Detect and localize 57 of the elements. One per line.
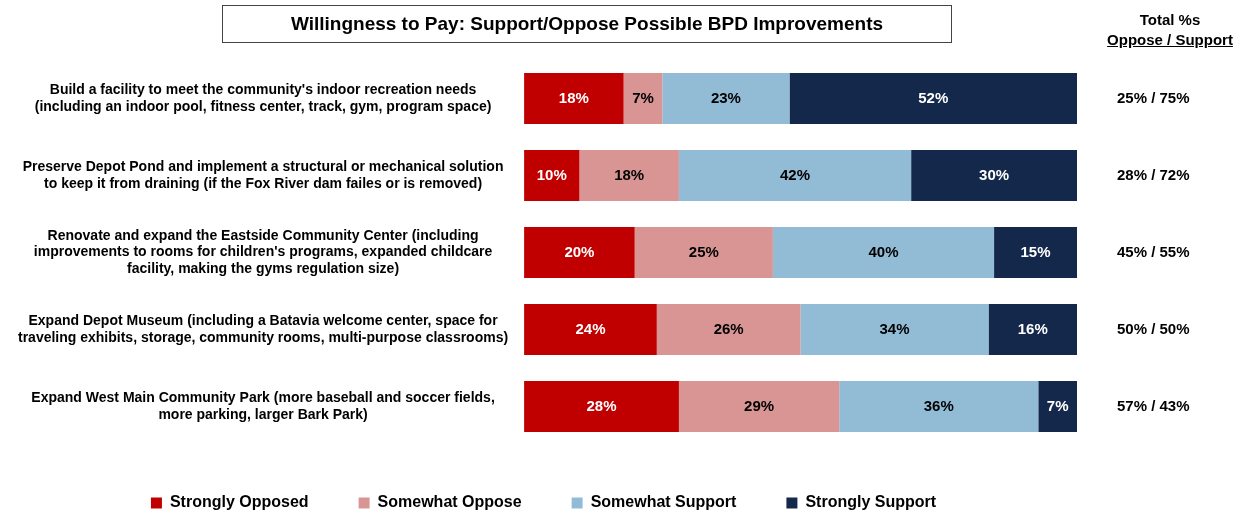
legend-label: Somewhat Oppose [377,493,522,511]
data-label: 7% [1046,396,1069,414]
bar [789,73,1077,124]
data-label: 7% [632,88,654,106]
bar [911,150,1077,201]
data-label: 30% [979,165,1010,183]
data-label: 42% [780,165,811,183]
y-tick-label: Expand West Main Community Park (more baseball and soccer fields, more parking, larger Bark Park) [31,388,495,422]
data-label: 34% [879,319,910,337]
y-tick-label: Expand Depot Museum (including a Batavia welcome center, space for traveling exhibits, storage, community rooms, multi-purpose classrooms) [18,311,509,345]
data-label: 23% [710,88,741,106]
bar [524,73,624,124]
bar [524,227,635,278]
bar [678,150,912,201]
data-label: 26% [713,319,744,337]
total-label: 50% / 50% [1117,319,1190,337]
bar [662,73,790,124]
data-label: 18% [614,165,645,183]
bar [524,150,580,201]
data-label: 20% [564,242,595,260]
total-label: 25% / 75% [1117,88,1190,106]
data-label: 25% [688,242,719,260]
data-label: 16% [1017,319,1048,337]
bar [994,227,1077,278]
bar [988,304,1077,355]
bar [1038,381,1077,432]
legend-label: Strongly Support [805,493,937,511]
bar [634,227,773,278]
total-label: 45% / 55% [1117,242,1190,260]
total-label: 57% / 43% [1117,396,1190,414]
data-label: 52% [918,88,949,106]
bar [579,150,679,201]
y-tick-label: Renovate and expand the Eastside Community Center (including improvements to rooms for children's programs, expanded childcare facility, making the gyms regulation size) [33,226,493,277]
bar [678,381,840,432]
data-label: 10% [536,165,567,183]
data-label: 29% [744,396,775,414]
bar [656,304,801,355]
y-tick-label: Build a facility to meet the community's indoor recreation needs (including an indoor pool, fitness center, track, gym, program space) [34,80,492,114]
text: Total %s [1138,10,1202,30]
chart-title: Willingness to Pay: Support/Oppose Possible BPD Improvements [222,5,952,43]
data-label: 28% [586,396,617,414]
data-label: 15% [1020,242,1051,260]
data-label: 24% [575,319,606,337]
data-label: 36% [923,396,954,414]
bar [800,304,989,355]
text: Oppose / Support [1106,30,1234,50]
bar [623,73,663,124]
legend-label: Strongly Opposed [169,493,309,511]
total-label: 28% / 72% [1117,165,1190,183]
y-tick-label: Preserve Depot Pond and implement a structural or mechanical solution to keep it from draining (if the Fox River dam failes or is removed) [22,157,504,191]
data-label: 40% [868,242,899,260]
legend-label: Somewhat Support [590,493,738,511]
bar [839,381,1039,432]
bar [524,304,657,355]
bar [772,227,995,278]
bar [524,381,679,432]
data-label: 18% [558,88,589,106]
